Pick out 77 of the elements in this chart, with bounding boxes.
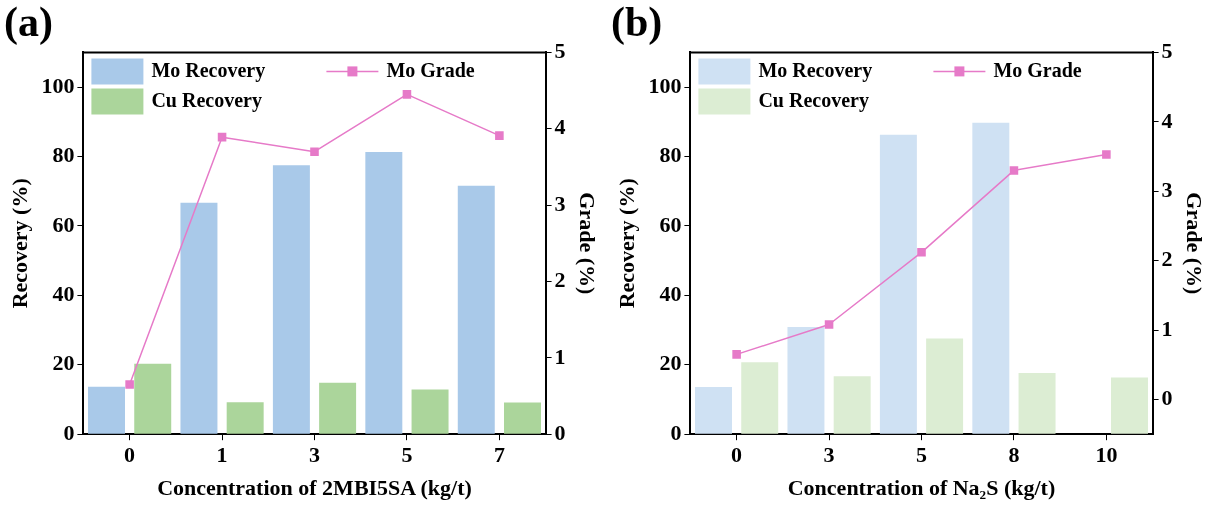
point <box>917 248 926 257</box>
y2-axis-title: Grade (%) <box>575 192 601 295</box>
point <box>1102 150 1111 159</box>
y-tick-label: 20 <box>659 350 682 376</box>
legend-label: Mo Recovery <box>151 58 266 82</box>
y2-tick-label: 3 <box>554 190 566 216</box>
point <box>495 131 504 140</box>
x-tick-label: 7 <box>493 442 505 468</box>
point <box>217 132 227 142</box>
bar <box>272 165 310 434</box>
y-tick-label: 40 <box>52 281 75 307</box>
x-tick-label: 5 <box>401 442 413 468</box>
x-tick-label: 5 <box>916 442 927 468</box>
point <box>310 147 319 156</box>
bar <box>319 382 357 434</box>
bar <box>1018 373 1056 434</box>
bar <box>879 134 917 434</box>
bar <box>134 363 172 434</box>
point <box>1009 166 1019 175</box>
x-tick-label: 1 <box>216 442 228 468</box>
bar <box>787 326 825 434</box>
bar <box>504 402 541 434</box>
chart-title: (b) <box>611 0 663 47</box>
y-axis-title: Recovery (%) <box>613 178 639 309</box>
y2-tick-label: 1 <box>1161 315 1173 341</box>
bar <box>88 386 125 434</box>
y-tick-label: 0 <box>670 419 682 445</box>
chart-title: (a) <box>4 0 53 47</box>
bar <box>365 152 403 434</box>
legend-label: Cu Recovery <box>151 88 262 112</box>
y-axis-title: Recovery (%) <box>6 178 32 309</box>
legend-label: Cu Recovery <box>758 88 869 112</box>
y-tick-label: 80 <box>659 142 682 168</box>
y-tick-label: 100 <box>41 72 75 98</box>
x-tick-label: 10 <box>1095 442 1118 468</box>
legend-label: Mo Grade <box>386 58 475 81</box>
y2-tick-label: 2 <box>1161 246 1173 272</box>
y-tick-label: 0 <box>63 419 75 445</box>
y-tick-label: 100 <box>648 72 682 98</box>
bar <box>411 389 449 434</box>
y2-tick-label: 4 <box>554 114 566 140</box>
x-tick-label: 8 <box>1008 442 1020 468</box>
bar <box>226 402 264 434</box>
y-tick-label: 20 <box>52 350 75 376</box>
y-tick-label: 60 <box>52 211 75 237</box>
y2-tick-label: 5 <box>554 38 566 64</box>
y2-tick-label: 4 <box>1161 107 1173 133</box>
y2-tick-label: 3 <box>1161 176 1173 202</box>
x-tick-label: 0 <box>731 442 743 468</box>
point <box>824 320 834 329</box>
bar <box>741 362 779 434</box>
y2-tick-label: 0 <box>1161 385 1173 411</box>
legend-label: Mo Recovery <box>758 58 873 82</box>
y2-tick-label: 1 <box>554 343 566 369</box>
y2-tick-label: 5 <box>1161 38 1173 64</box>
bar <box>457 185 495 434</box>
point <box>125 380 134 389</box>
bar <box>695 387 732 434</box>
x-tick-label: 3 <box>309 442 320 468</box>
x-axis-title: Concentration of 2MBI5SA (kg/t) <box>157 475 472 501</box>
x-axis-title: Concentration of Na₂S (kg/t) <box>787 475 1056 501</box>
y-tick-label: 40 <box>659 281 682 307</box>
y2-tick-label: 2 <box>554 267 566 293</box>
x-tick-label: 3 <box>823 442 835 468</box>
y-tick-label: 60 <box>659 211 682 237</box>
y-tick-label: 80 <box>52 142 75 168</box>
point <box>402 90 412 99</box>
bar <box>926 338 964 434</box>
y2-tick-label: 0 <box>554 419 566 445</box>
point <box>732 350 741 359</box>
legend-label: Mo Grade <box>993 58 1082 81</box>
y2-axis-title: Grade (%) <box>1182 192 1208 295</box>
bar <box>1111 377 1148 434</box>
bar <box>833 376 871 434</box>
x-tick-label: 0 <box>124 442 136 468</box>
bar <box>180 202 218 434</box>
bar <box>972 122 1010 434</box>
